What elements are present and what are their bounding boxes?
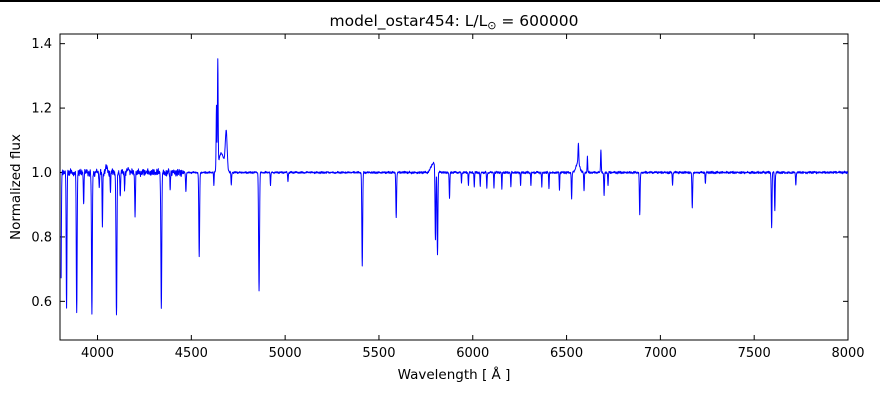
y-tick-label: 1.4 xyxy=(31,37,52,52)
window-top-edge xyxy=(0,0,880,2)
plot-frame xyxy=(59,33,849,341)
x-tick-label: 7500 xyxy=(738,346,771,361)
x-axis-label: Wavelength [ Å ] xyxy=(397,367,511,383)
x-tick-label: 6000 xyxy=(456,346,489,361)
x-tick-label: 5000 xyxy=(269,346,302,361)
x-tick-label: 4000 xyxy=(81,346,114,361)
sun-symbol: ⊙ xyxy=(487,19,497,32)
plot-title: model_ostar454: L/L⊙ = 600000 xyxy=(60,12,848,32)
x-tick-label: 5500 xyxy=(362,346,395,361)
plot-title-text: model_ostar454: L/L xyxy=(329,12,488,30)
y-tick-label: 0.8 xyxy=(31,230,52,245)
x-tick-label: 7000 xyxy=(644,346,677,361)
y-tick-label: 0.6 xyxy=(31,295,52,310)
y-tick-label: 1.2 xyxy=(31,102,52,117)
y-tick-label: 1.0 xyxy=(31,166,52,181)
x-tick-label: 8000 xyxy=(831,346,864,361)
x-tick-label: 6500 xyxy=(550,346,583,361)
spectrum-line xyxy=(60,58,849,316)
plot-title-suffix: = 600000 xyxy=(496,12,579,30)
x-tick-label: 4500 xyxy=(175,346,208,361)
